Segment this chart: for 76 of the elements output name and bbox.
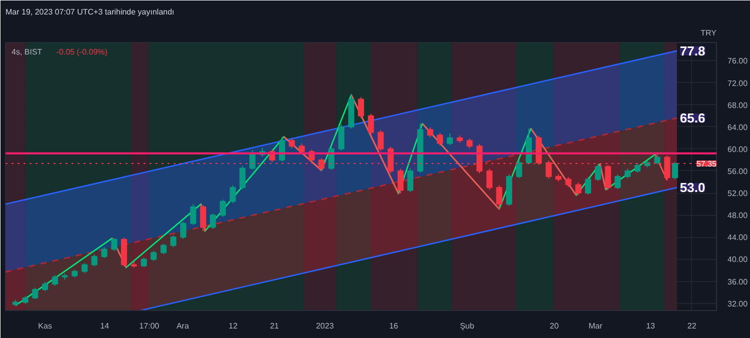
candlestick — [239, 166, 246, 190]
x-tick-label: Kas — [38, 322, 52, 330]
y-tick-label: 44.00 — [728, 233, 748, 242]
candlestick — [594, 163, 602, 182]
candlestick — [436, 132, 443, 146]
candlestick — [565, 176, 572, 188]
candlestick — [160, 243, 167, 255]
candlestick — [298, 142, 305, 154]
candlestick — [654, 154, 660, 165]
candlestick — [249, 150, 256, 170]
x-tick-label: 21 — [270, 322, 280, 330]
candlestick — [585, 176, 592, 196]
x-tick-label: Mar — [588, 322, 603, 330]
annotation: 77.8 — [680, 43, 706, 58]
candlestick — [466, 138, 473, 149]
x-tick-label: 17:00 — [139, 322, 160, 330]
x-tick-label: 20 — [550, 322, 560, 330]
y-tick-label: 48.00 — [728, 211, 748, 220]
x-tick-label: 16 — [389, 322, 399, 330]
x-tick-label: Ara — [176, 322, 190, 330]
candlestick — [42, 281, 48, 292]
y-tick-label: 40.00 — [728, 255, 748, 264]
candlestick — [604, 164, 611, 190]
candlestick — [210, 212, 216, 230]
ref-line-label: 57.35 — [696, 160, 718, 169]
x-tick-label: 12 — [228, 322, 238, 330]
candlestick — [672, 162, 678, 180]
candlestick — [82, 262, 88, 274]
candlestick — [575, 182, 582, 196]
candlestick — [52, 274, 58, 286]
x-tick-label: 22 — [687, 322, 697, 330]
chart-title: Mar 19, 2023 07:07 UTC+3 tarihinde yayınlandı — [6, 8, 174, 16]
candlestick — [190, 204, 196, 226]
candlestick — [230, 184, 236, 204]
candlestick — [407, 168, 414, 192]
candlestick — [170, 235, 176, 248]
y-tick-label: 68.00 — [728, 100, 748, 110]
candlestick — [150, 250, 157, 262]
candlestick — [111, 238, 118, 252]
y-tick-label: 60.00 — [728, 144, 748, 154]
y-tick-label: 72.00 — [728, 78, 748, 88]
y-tick-label: 52.00 — [728, 189, 748, 198]
y-axis-title: TRY — [700, 28, 718, 38]
candlestick — [220, 199, 226, 218]
candlestick — [427, 126, 434, 138]
candlestick — [140, 257, 147, 268]
candlestick — [101, 246, 108, 259]
candlestick — [358, 96, 364, 119]
candlestick — [378, 130, 384, 152]
candlestick — [338, 124, 344, 152]
candlestick — [32, 287, 38, 300]
x-tick-label: Şub — [460, 322, 475, 330]
candlestick — [624, 168, 631, 179]
candlestick — [91, 254, 98, 267]
y-tick-label: 76.00 — [728, 56, 748, 66]
candlestick — [180, 221, 186, 240]
y-tick-label: 32.00 — [728, 299, 748, 308]
candlestick — [634, 162, 641, 174]
x-tick-label: 14 — [100, 322, 110, 330]
y-tick-label: 56.00 — [728, 166, 748, 176]
candlestick — [398, 168, 404, 194]
candlestick — [614, 174, 621, 190]
annotation: 53.0 — [680, 180, 706, 196]
y-tick-label: 36.00 — [728, 277, 748, 286]
candlestick — [516, 160, 522, 179]
candlestick — [288, 138, 295, 149]
candlestick — [368, 113, 374, 136]
candlestick — [496, 184, 502, 210]
text: 4s, BIST — [12, 48, 42, 56]
y-tick-label: 64.00 — [728, 122, 748, 132]
candlestick — [446, 132, 453, 146]
x-tick-label: 13 — [646, 322, 656, 330]
annotation: -0.05 (-0.09%) — [56, 48, 108, 56]
candlestick — [486, 168, 492, 190]
x-tick-label: 2023 — [316, 322, 334, 330]
annotation: 65.6 — [680, 110, 706, 126]
